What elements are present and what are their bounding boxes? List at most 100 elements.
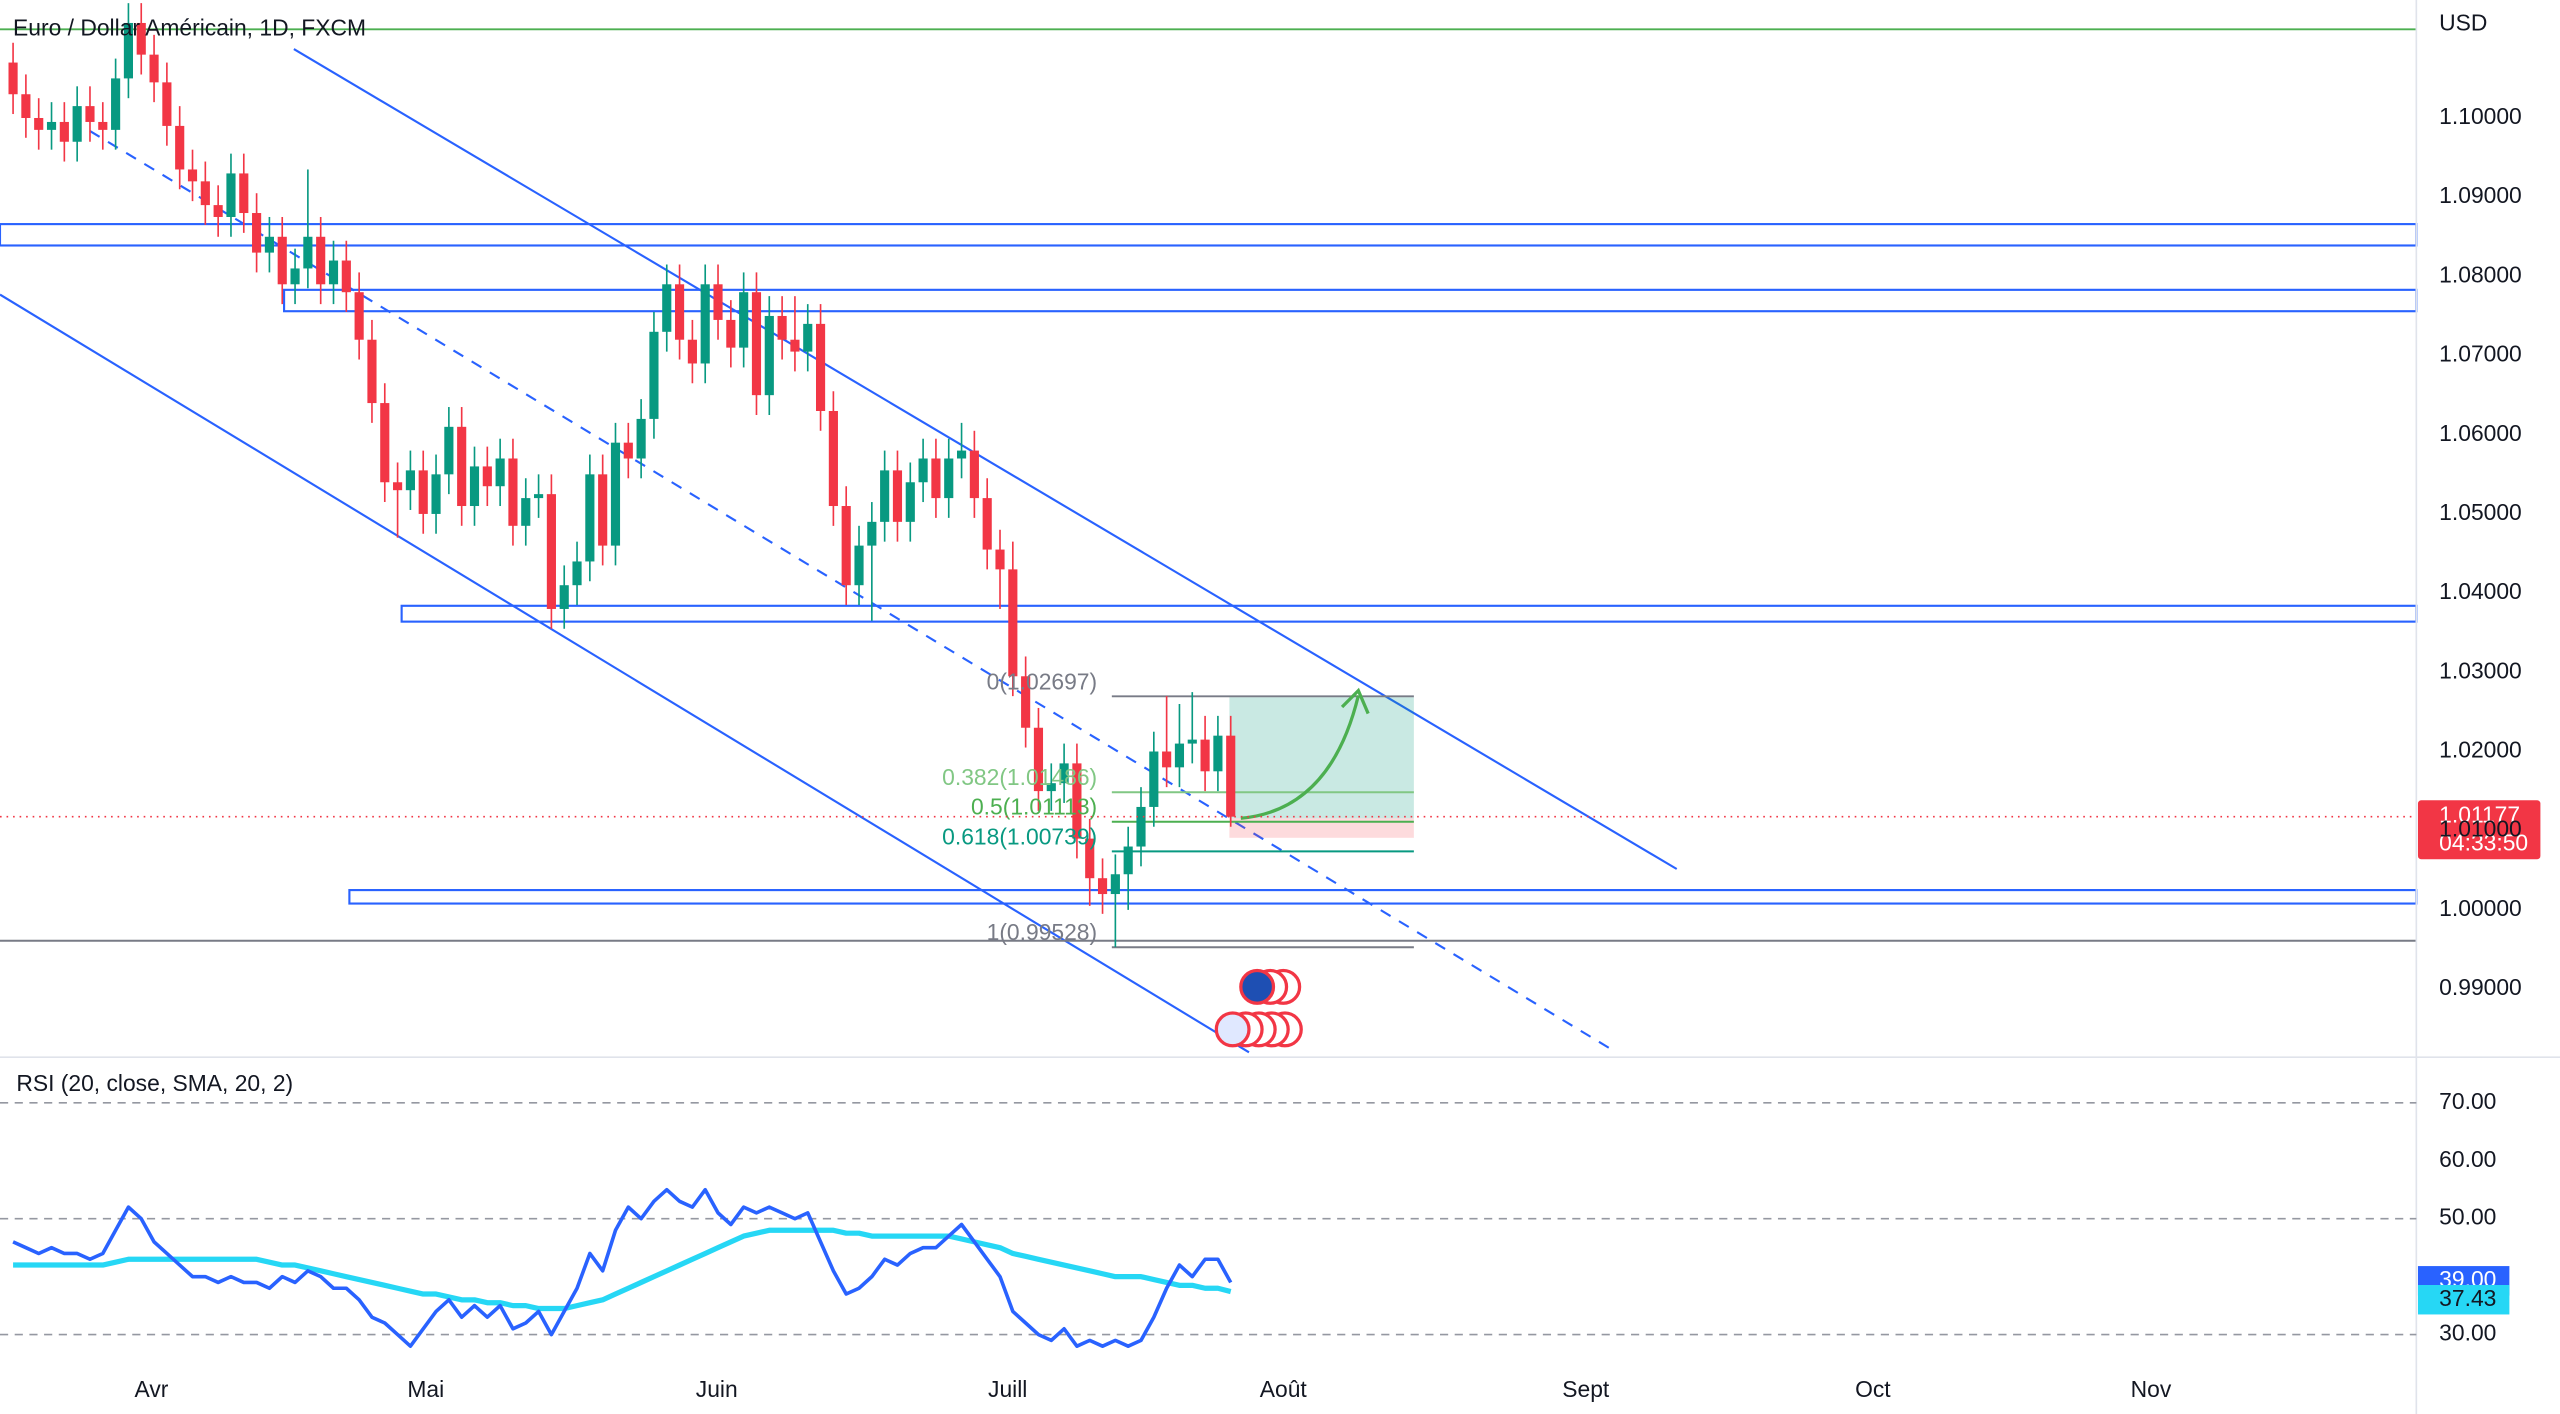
candle-body xyxy=(59,121,69,142)
candle-body xyxy=(469,466,480,507)
candle-body xyxy=(136,22,146,55)
x-tick-label: Oct xyxy=(1855,1376,1891,1402)
candle-body xyxy=(1021,676,1031,728)
candle-body xyxy=(572,561,582,586)
candle-body xyxy=(1097,878,1108,895)
y-tick-label: 1.04000 xyxy=(2439,578,2522,604)
candle-body xyxy=(623,442,633,459)
candle-body xyxy=(867,521,877,546)
candle-body xyxy=(1059,763,1069,784)
y-tick-label: 1.03000 xyxy=(2439,657,2522,683)
candles xyxy=(8,3,1236,948)
candle-body xyxy=(405,470,415,491)
fib-label: 0(1.02697) xyxy=(987,668,1098,694)
candle-body xyxy=(815,323,826,411)
candle-body xyxy=(277,236,287,285)
candle-body xyxy=(803,323,813,352)
y-tick-label: 50.00 xyxy=(2439,1204,2496,1230)
channel-upper xyxy=(293,48,1678,870)
candle-body xyxy=(1033,727,1044,792)
candle-body xyxy=(482,466,492,487)
candle-body xyxy=(239,173,249,214)
candle-body xyxy=(72,106,82,142)
candle-body xyxy=(918,458,928,483)
candle-body xyxy=(982,498,992,550)
candle-body xyxy=(252,213,262,253)
candle-body xyxy=(226,173,236,217)
candle-body xyxy=(1174,743,1185,768)
y-tick-label: 1.07000 xyxy=(2439,341,2522,367)
candle-body xyxy=(200,181,210,206)
candle-body xyxy=(85,106,95,122)
candle-body xyxy=(1123,846,1133,875)
candle-body xyxy=(521,498,531,526)
candle-body xyxy=(1149,751,1159,807)
candle-body xyxy=(431,474,441,514)
candle-body xyxy=(46,121,57,130)
candle-body xyxy=(457,426,467,507)
candle-body xyxy=(1046,783,1056,792)
candle-body xyxy=(598,474,608,546)
candle-body xyxy=(290,268,300,285)
rsi-title: RSI (20, close, SMA, 20, 2) xyxy=(16,1070,293,1096)
candle-body xyxy=(841,506,851,586)
labels: Euro / Dollar Américain, 1D, FXCM USD RS… xyxy=(13,10,2522,1403)
zone xyxy=(348,889,2418,905)
us-event-icons xyxy=(1214,1011,1303,1048)
candle-body xyxy=(175,125,185,170)
rsi-line xyxy=(13,1227,1232,1312)
candle-body xyxy=(1072,763,1082,839)
x-tick-label: Avr xyxy=(135,1376,169,1402)
candle-body xyxy=(380,403,390,483)
candle-body xyxy=(854,545,864,586)
x-tick-label: Août xyxy=(1260,1376,1308,1402)
candle-body xyxy=(700,284,710,364)
candle-body xyxy=(649,331,659,419)
candle-body xyxy=(1162,751,1172,768)
candle-body xyxy=(495,458,505,487)
candle-body xyxy=(790,339,800,352)
target-arrow-head xyxy=(1340,687,1370,715)
candle-body xyxy=(892,470,903,522)
target-arrow xyxy=(1240,695,1360,820)
candle-body xyxy=(662,284,672,332)
chart-title: Euro / Dollar Américain, 1D, FXCM xyxy=(13,14,366,40)
candle-body xyxy=(969,450,979,499)
rsi-line xyxy=(12,1187,1233,1348)
eu-event-icons xyxy=(1239,968,1302,1005)
candle-body xyxy=(1187,739,1197,744)
drawings xyxy=(0,28,2418,1054)
candle-body xyxy=(187,169,198,182)
candle-body xyxy=(1085,838,1095,879)
candle-body xyxy=(316,236,326,285)
candle-body xyxy=(880,470,890,522)
candle-body xyxy=(98,121,108,130)
candle-body xyxy=(1226,735,1236,817)
candle-body xyxy=(354,292,364,340)
y-tick-label: 1.06000 xyxy=(2439,420,2522,446)
currency-label: USD xyxy=(2439,10,2487,36)
candle-body xyxy=(328,260,339,285)
candle-body xyxy=(1200,739,1210,772)
candle-body xyxy=(764,315,774,396)
y-tick-label: 60.00 xyxy=(2439,1146,2496,1172)
candle-body xyxy=(1213,735,1223,772)
candle-body xyxy=(995,549,1005,570)
candle-body xyxy=(610,442,621,546)
zone xyxy=(0,223,2418,247)
y-tick-label: 30.00 xyxy=(2439,1320,2496,1346)
rsi-tag-label: 37.43 xyxy=(2439,1285,2496,1311)
candle-body xyxy=(675,284,685,340)
y-tick-label: 1.05000 xyxy=(2439,499,2522,525)
candle-body xyxy=(418,470,428,514)
candle-body xyxy=(111,78,121,130)
candle-body xyxy=(444,426,454,475)
rsi-pane xyxy=(0,1101,2417,1348)
candle-body xyxy=(1136,806,1146,847)
y-tick-label: 70.00 xyxy=(2439,1088,2496,1114)
x-tick-label: Juill xyxy=(988,1376,1027,1402)
channel-lower xyxy=(0,293,1250,1054)
y-tick-label: 1.09000 xyxy=(2439,182,2522,208)
candle-body xyxy=(264,236,274,253)
candle-body xyxy=(341,260,351,293)
